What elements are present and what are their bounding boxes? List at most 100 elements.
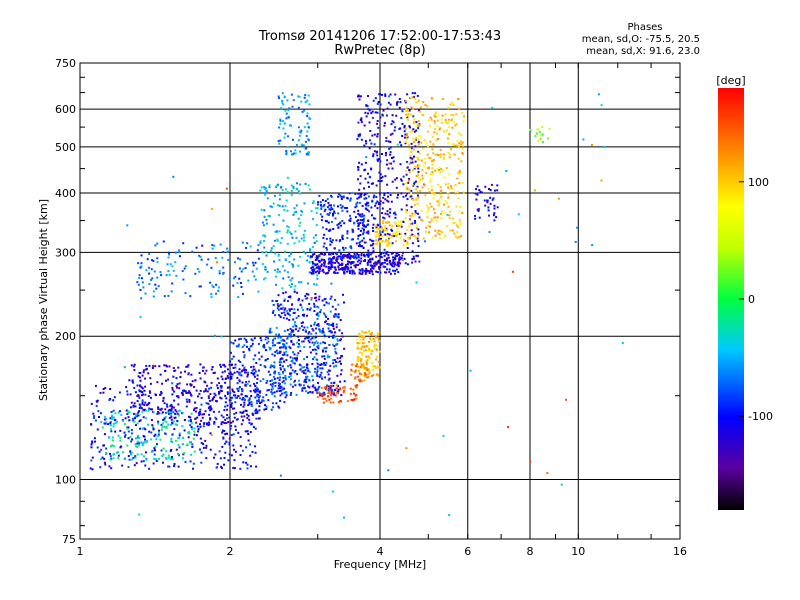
- data-point: [441, 210, 443, 213]
- data-point: [247, 433, 250, 435]
- data-point: [327, 327, 330, 330]
- data-point: [144, 417, 147, 420]
- data-point: [200, 451, 203, 454]
- data-point: [290, 93, 293, 96]
- data-point: [397, 265, 400, 268]
- data-point: [241, 398, 244, 401]
- data-point: [163, 295, 166, 298]
- data-point: [240, 286, 243, 288]
- data-point: [407, 144, 410, 147]
- data-point: [143, 404, 146, 406]
- data-point: [109, 422, 112, 425]
- data-point: [201, 244, 204, 247]
- data-point: [336, 374, 339, 377]
- data-point: [293, 211, 296, 214]
- data-point: [200, 258, 203, 261]
- data-point: [363, 225, 366, 227]
- data-point: [181, 411, 184, 414]
- data-point: [291, 263, 294, 266]
- data-point: [302, 234, 305, 236]
- data-point: [247, 404, 250, 407]
- data-point: [379, 103, 382, 106]
- data-point: [302, 239, 305, 242]
- data-point: [404, 136, 406, 139]
- point-cluster: [374, 219, 411, 247]
- data-point: [392, 256, 394, 259]
- data-point: [279, 376, 282, 379]
- data-point: [313, 241, 316, 244]
- data-point: [294, 370, 297, 372]
- data-point: [346, 196, 349, 199]
- data-point: [384, 240, 387, 243]
- data-point: [159, 373, 162, 376]
- data-point: [183, 429, 186, 432]
- data-point: [283, 401, 286, 404]
- data-point: [301, 314, 304, 316]
- data-point: [452, 221, 455, 224]
- data-point: [199, 408, 202, 411]
- data-point: [263, 246, 266, 249]
- data-point: [304, 94, 307, 97]
- data-point: [136, 422, 139, 425]
- data-point: [326, 354, 329, 357]
- data-point: [320, 259, 323, 262]
- data-point: [226, 392, 229, 395]
- data-point: [361, 239, 364, 242]
- data-point: [283, 368, 286, 371]
- data-point: [302, 321, 304, 324]
- data-point: [328, 324, 331, 327]
- data-point: [334, 268, 337, 271]
- data-point: [409, 154, 412, 157]
- data-point: [148, 430, 151, 433]
- data-point: [293, 207, 296, 210]
- data-point: [257, 342, 260, 345]
- data-point: [329, 401, 332, 404]
- data-point: [417, 127, 420, 130]
- data-point: [278, 379, 281, 382]
- data-point: [390, 252, 393, 255]
- data-point: [243, 337, 246, 340]
- data-point: [376, 133, 379, 136]
- data-point: [424, 194, 427, 197]
- data-point: [356, 338, 359, 341]
- data-point: [279, 474, 282, 477]
- data-point: [359, 213, 361, 216]
- data-point: [375, 224, 378, 227]
- data-point: [250, 403, 253, 406]
- data-point: [161, 455, 164, 457]
- data-point: [285, 112, 288, 115]
- data-point: [387, 101, 390, 104]
- data-point: [358, 188, 361, 191]
- data-point: [332, 325, 335, 328]
- data-point: [322, 331, 325, 334]
- data-point: [199, 377, 202, 380]
- data-point: [374, 242, 377, 245]
- data-point: [170, 414, 173, 417]
- data-point: [397, 220, 400, 223]
- data-point: [371, 200, 374, 203]
- data-point: [233, 391, 236, 394]
- data-point: [371, 244, 374, 247]
- data-point: [387, 140, 390, 143]
- data-point: [168, 273, 171, 276]
- data-point: [160, 391, 163, 393]
- data-point: [333, 359, 336, 361]
- data-point: [326, 356, 329, 359]
- data-point: [312, 358, 314, 361]
- data-point: [459, 206, 462, 209]
- data-point: [229, 427, 232, 430]
- data-point: [279, 389, 282, 392]
- data-point: [488, 231, 491, 234]
- data-point: [417, 228, 420, 231]
- data-point: [272, 202, 275, 205]
- data-point: [147, 423, 149, 426]
- data-point: [440, 121, 443, 124]
- data-point: [285, 391, 288, 394]
- data-point: [421, 186, 424, 189]
- data-point: [135, 424, 137, 427]
- data-point: [261, 399, 264, 402]
- data-point: [297, 190, 300, 192]
- data-point: [282, 219, 285, 222]
- data-point: [225, 432, 228, 435]
- data-point: [217, 286, 220, 289]
